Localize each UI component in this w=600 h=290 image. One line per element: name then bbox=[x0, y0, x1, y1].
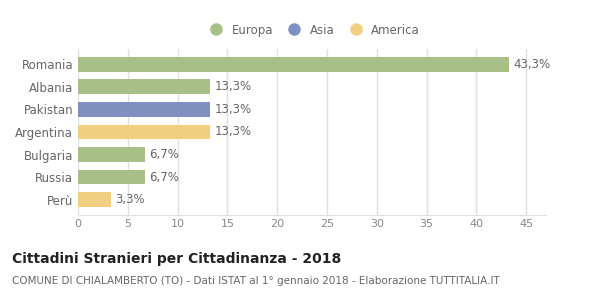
Legend: Europa, Asia, America: Europa, Asia, America bbox=[200, 19, 424, 41]
Text: 6,7%: 6,7% bbox=[149, 171, 179, 184]
Text: 13,3%: 13,3% bbox=[214, 103, 251, 116]
Text: 6,7%: 6,7% bbox=[149, 148, 179, 161]
Text: 3,3%: 3,3% bbox=[115, 193, 145, 206]
Bar bbox=[78, 170, 145, 184]
Bar bbox=[78, 125, 211, 139]
Bar bbox=[78, 102, 211, 117]
Bar bbox=[78, 147, 145, 162]
Text: 13,3%: 13,3% bbox=[214, 126, 251, 138]
Bar bbox=[78, 57, 509, 72]
Bar bbox=[78, 192, 111, 207]
Text: COMUNE DI CHIALAMBERTO (TO) - Dati ISTAT al 1° gennaio 2018 - Elaborazione TUTTI: COMUNE DI CHIALAMBERTO (TO) - Dati ISTAT… bbox=[12, 276, 500, 285]
Text: 13,3%: 13,3% bbox=[214, 80, 251, 93]
Bar bbox=[78, 79, 211, 94]
Text: Cittadini Stranieri per Cittadinanza - 2018: Cittadini Stranieri per Cittadinanza - 2… bbox=[12, 252, 341, 266]
Text: 43,3%: 43,3% bbox=[513, 58, 550, 71]
